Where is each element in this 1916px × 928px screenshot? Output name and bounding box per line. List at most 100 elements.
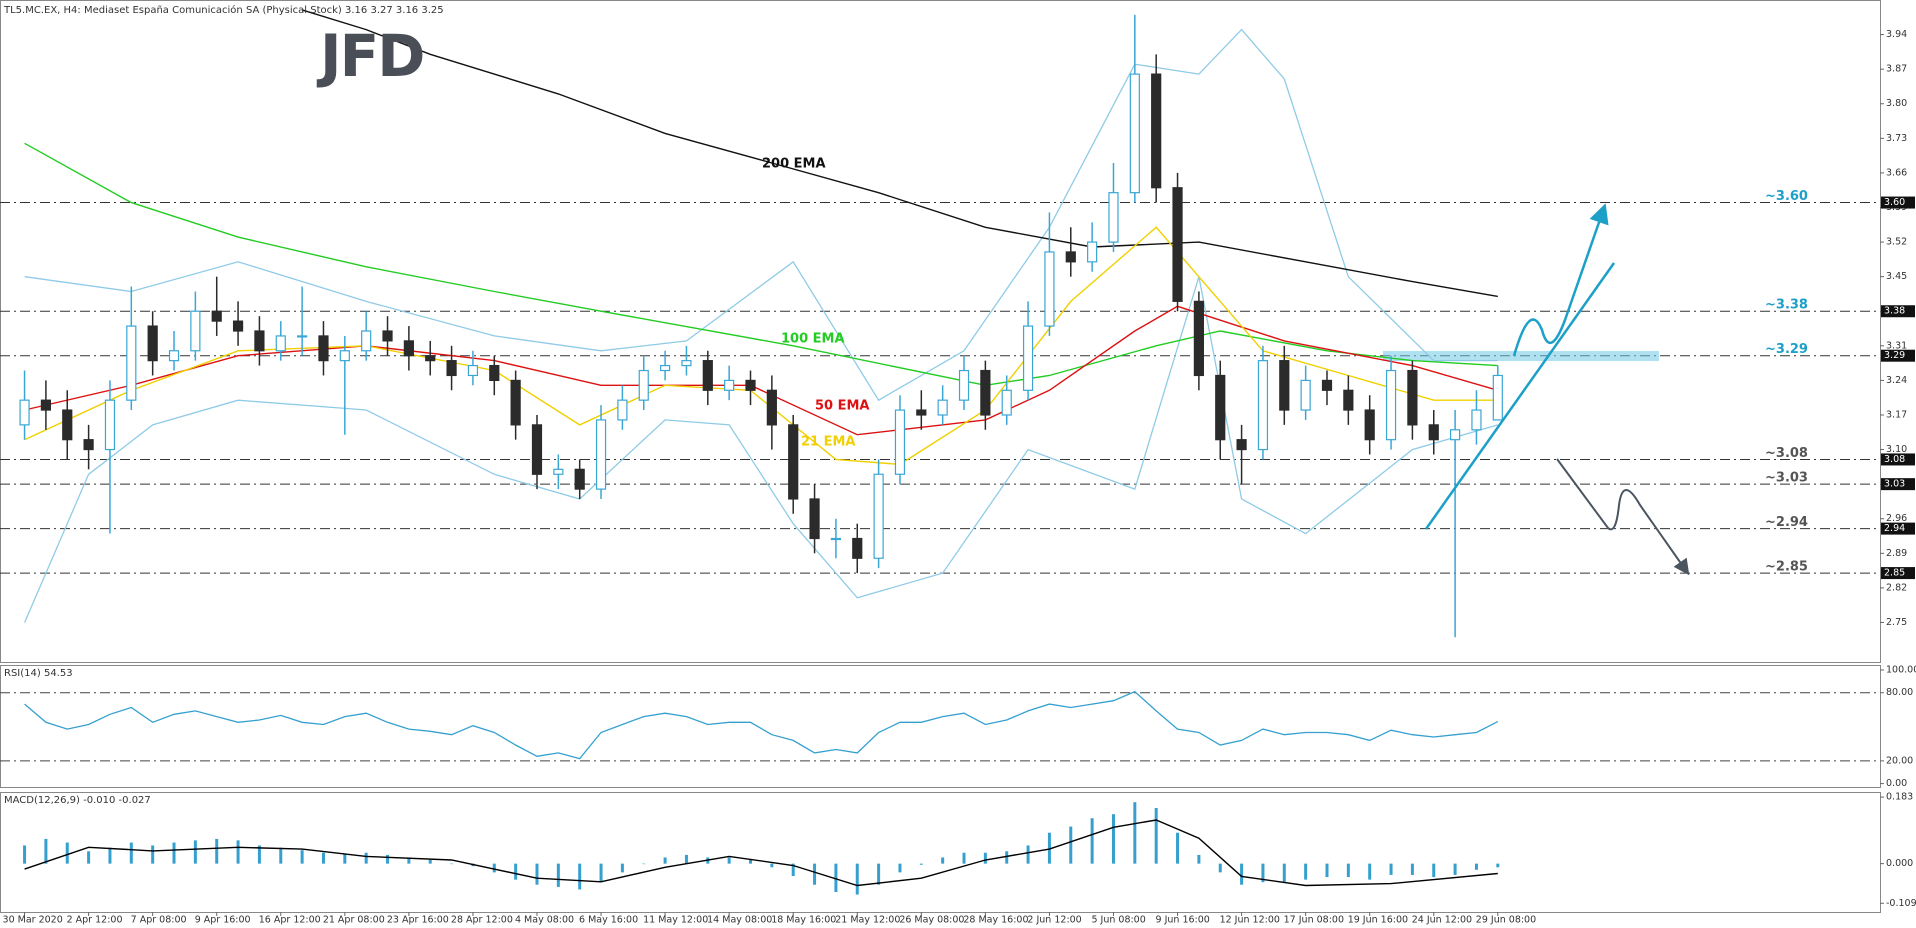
macd-bar [172, 842, 176, 864]
y-tick-label: 2.75 [1886, 617, 1907, 628]
level-label: ~3.08 [1765, 446, 1808, 461]
candle-body [702, 360, 713, 391]
candle-body [339, 350, 350, 362]
level-label: ~2.85 [1765, 560, 1808, 575]
macd-bar [386, 854, 390, 864]
x-tick-label: 29 Jun 08:00 [1476, 915, 1536, 926]
y-tick-label: 0.000 [1886, 858, 1913, 869]
y-tick-label: 3.80 [1886, 98, 1907, 109]
bullish-projection [1512, 203, 1609, 357]
x-tick-label: 9 Apr 16:00 [195, 915, 251, 926]
candle-body [1300, 379, 1311, 411]
x-tick-label: 6 May 16:00 [579, 915, 638, 926]
bollinger-band [24, 28, 1498, 402]
y-tick-label: 3.17 [1886, 409, 1907, 420]
bearish-projection [1556, 458, 1690, 576]
candle-body [104, 399, 116, 451]
macd-bar [364, 852, 368, 864]
macd-bar [791, 863, 795, 876]
macd-bar [215, 838, 219, 864]
candle-body [873, 473, 884, 559]
level-tag-box [1881, 196, 1915, 209]
signal-line [24, 819, 1498, 887]
macd-bar [193, 840, 197, 864]
macd-bar [1474, 863, 1478, 870]
x-tick-label: 28 May 16:00 [963, 915, 1028, 926]
x-tick-label: 23 Apr 16:00 [387, 915, 449, 926]
macd-bar [1368, 863, 1372, 880]
candle-body [1428, 424, 1439, 441]
macd-bar [1389, 863, 1393, 875]
macd-bar [684, 854, 688, 864]
candle-body [809, 498, 820, 540]
macd-bar [1346, 863, 1350, 878]
macd-bar [962, 852, 966, 864]
candle-body [19, 399, 30, 426]
macd-bar [620, 863, 624, 873]
candle-body [510, 379, 521, 426]
candle-body [980, 369, 991, 416]
candle-body [1215, 374, 1226, 441]
ema-line [24, 142, 1498, 387]
candle-body [1087, 241, 1098, 263]
x-tick-label: 7 Apr 08:00 [131, 915, 187, 926]
macd-bar [1453, 863, 1457, 875]
x-tick-label: 14 May 08:00 [707, 915, 772, 926]
y-tick-label: 3.45 [1886, 271, 1907, 282]
macd-bar [770, 863, 774, 868]
panel-frame [0, 0, 1881, 663]
x-tick-label: 9 Jun 16:00 [1156, 915, 1210, 926]
candle-body [574, 468, 585, 490]
candle-body [1364, 409, 1375, 441]
candle-body [595, 419, 607, 490]
level-tag: 3.03 [1884, 479, 1905, 490]
candle-body [830, 537, 842, 541]
y-tick-label: 3.73 [1886, 133, 1907, 144]
candle-body [1065, 251, 1076, 263]
macd-bar [492, 863, 496, 873]
macd-bar [44, 838, 48, 864]
x-tick-label: 21 May 12:00 [835, 915, 900, 926]
ema-label: 200 EMA [762, 157, 826, 172]
bollinger-band [24, 276, 1498, 623]
macd-bar [1496, 863, 1500, 868]
candle-body [297, 335, 308, 338]
level-tag: 3.08 [1884, 454, 1905, 465]
candle-body [168, 350, 180, 362]
y-tick-label: 3.31 [1886, 340, 1907, 351]
level-label: ~3.38 [1765, 298, 1808, 313]
macd-bar [535, 863, 539, 885]
x-tick-label: 19 Jun 16:00 [1348, 915, 1408, 926]
level-tag-box [1881, 453, 1915, 466]
macd-bar [1282, 863, 1286, 883]
macd-bar [1133, 802, 1137, 864]
candle-body [1022, 325, 1034, 391]
x-tick-label: 17 Jun 08:00 [1284, 915, 1344, 926]
macd-bar [428, 860, 432, 864]
candle-body [254, 330, 265, 352]
macd-bar [1005, 851, 1009, 864]
x-tick-label: 18 May 16:00 [771, 915, 836, 926]
macd-bar [941, 857, 945, 864]
macd-bar [300, 850, 304, 864]
x-tick-label: 24 Jun 12:00 [1412, 915, 1472, 926]
level-tag-box [1881, 305, 1915, 318]
macd-bar [663, 857, 667, 864]
candle-body [147, 325, 158, 362]
candle-body [361, 330, 372, 352]
x-tick-label: 2 Jun 12:00 [1027, 915, 1081, 926]
y-tick-label: -0.109 [1886, 898, 1916, 909]
candle-body [1236, 439, 1247, 451]
macd-bar [65, 842, 69, 864]
y-tick-label: 3.87 [1886, 64, 1907, 75]
logo: JFD [316, 22, 423, 90]
resistance-zone [1383, 351, 1659, 361]
candle-body [1450, 429, 1461, 441]
x-tick-label: 5 Jun 08:00 [1091, 915, 1145, 926]
y-tick-label: 0.183 [1886, 792, 1913, 803]
level-label: ~2.94 [1765, 515, 1808, 530]
candle-body [1172, 187, 1183, 302]
y-tick-label: 80.00 [1886, 687, 1913, 698]
candle-body [766, 389, 777, 426]
level-tag-box [1881, 522, 1915, 535]
